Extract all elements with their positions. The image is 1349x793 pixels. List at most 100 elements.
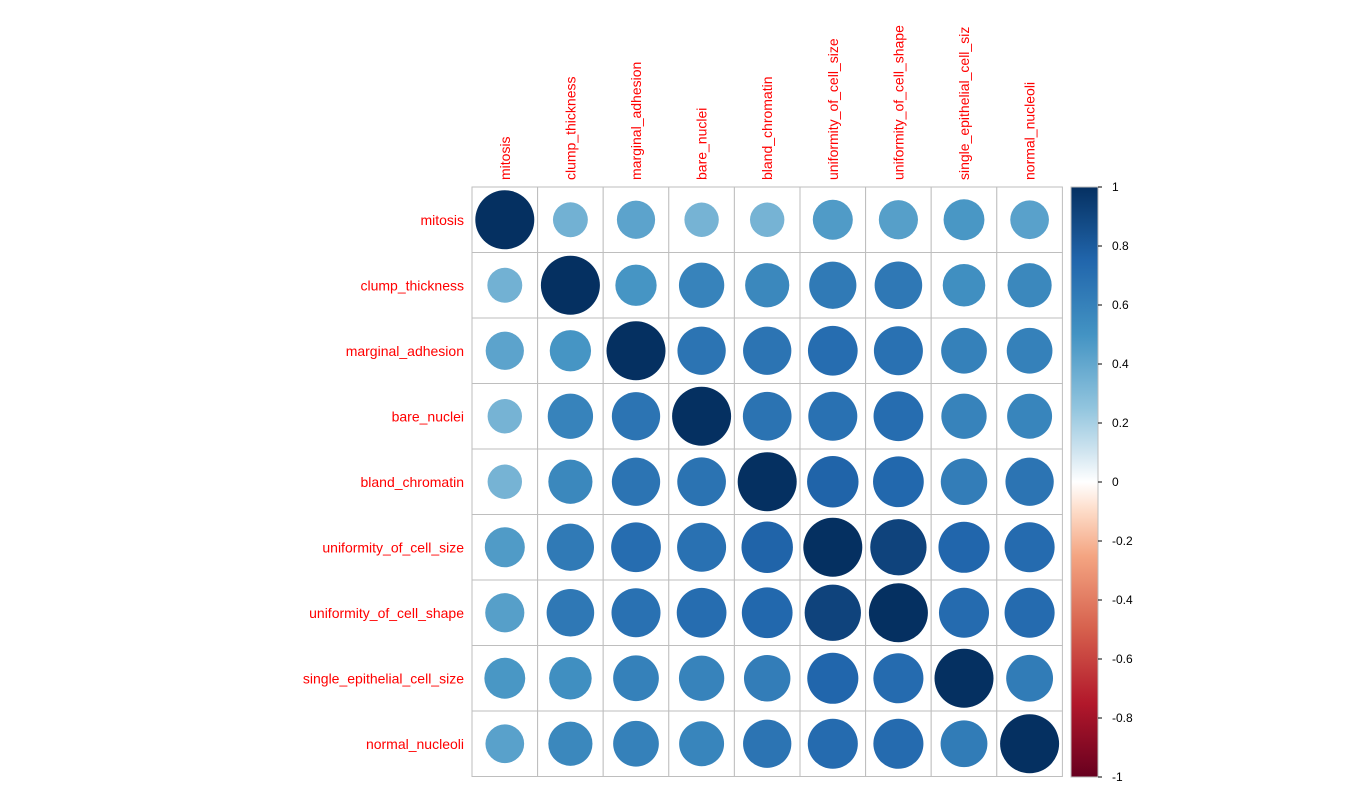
legend-tick-label: 1: [1112, 180, 1119, 194]
corr-circle-single_epithelial_cell_size-single_epithelial_cell_size: [934, 648, 994, 708]
circle-layer: [475, 190, 1060, 774]
corr-circle-uniformity_of_cell_size-single_epithelial_cell_size: [938, 521, 990, 573]
corr-circle-mitosis-bare_nuclei: [684, 202, 719, 237]
corr-circle-clump_thickness-bland_chromatin: [745, 263, 790, 308]
color-bar: [1070, 186, 1099, 778]
corr-circle-bland_chromatin-normal_nucleoli: [1005, 457, 1054, 506]
corr-circle-bland_chromatin-uniformity_of_cell_size: [807, 456, 859, 508]
corr-circle-mitosis-uniformity_of_cell_size: [812, 199, 853, 240]
corr-circle-uniformity_of_cell_size-bare_nuclei: [677, 522, 727, 572]
corr-circle-uniformity_of_cell_size-marginal_adhesion: [611, 522, 661, 573]
col-label-mitosis: mitosis: [497, 136, 513, 180]
corr-circle-bare_nuclei-bare_nuclei: [672, 386, 732, 446]
corr-circle-bare_nuclei-marginal_adhesion: [611, 392, 661, 441]
corr-circle-uniformity_of_cell_size-normal_nucleoli: [1004, 522, 1055, 573]
corr-circle-uniformity_of_cell_shape-uniformity_of_cell_size: [804, 584, 861, 641]
col-label-uniformity_of_cell_size: uniformity_of_cell_size: [825, 38, 841, 180]
corr-circle-uniformity_of_cell_shape-bland_chromatin: [741, 587, 793, 639]
row-label-bland_chromatin: bland_chromatin: [360, 474, 464, 490]
corr-circle-bare_nuclei-mitosis: [487, 399, 523, 434]
corr-circle-mitosis-single_epithelial_cell_size: [943, 199, 985, 241]
corr-circle-uniformity_of_cell_shape-marginal_adhesion: [611, 588, 661, 638]
row-label-mitosis: mitosis: [420, 212, 464, 228]
corr-circle-single_epithelial_cell_size-uniformity_of_cell_shape: [873, 653, 924, 704]
legend-tick-label: -0.8: [1112, 711, 1133, 725]
legend-tick-label: 0.8: [1112, 239, 1129, 253]
corr-circle-uniformity_of_cell_shape-bare_nuclei: [676, 587, 727, 638]
corr-circle-uniformity_of_cell_shape-single_epithelial_cell_size: [938, 587, 990, 638]
corr-circle-bland_chromatin-single_epithelial_cell_size: [940, 458, 988, 505]
corr-circle-mitosis-clump_thickness: [552, 202, 588, 238]
legend-tick-label: -0.6: [1112, 652, 1133, 666]
row-label-clump_thickness: clump_thickness: [361, 277, 465, 293]
col-label-clump_thickness: clump_thickness: [562, 77, 578, 181]
corr-circle-normal_nucleoli-single_epithelial_cell_size: [940, 720, 988, 768]
corr-circle-bland_chromatin-marginal_adhesion: [611, 457, 661, 506]
legend-tick-label: -0.2: [1112, 534, 1133, 548]
corr-circle-clump_thickness-marginal_adhesion: [615, 264, 657, 306]
corr-circle-bland_chromatin-mitosis: [487, 464, 523, 499]
corr-circle-marginal_adhesion-mitosis: [485, 331, 524, 370]
corr-circle-marginal_adhesion-uniformity_of_cell_size: [807, 325, 858, 376]
corr-circle-bland_chromatin-uniformity_of_cell_shape: [873, 456, 924, 508]
corr-circle-marginal_adhesion-uniformity_of_cell_shape: [873, 326, 923, 376]
corr-circle-single_epithelial_cell_size-bland_chromatin: [743, 655, 791, 702]
corr-circle-normal_nucleoli-normal_nucleoli: [1000, 714, 1060, 774]
corr-circle-uniformity_of_cell_shape-clump_thickness: [546, 588, 595, 637]
row-label-uniformity_of_cell_shape: uniformity_of_cell_shape: [309, 605, 464, 621]
corr-circle-mitosis-uniformity_of_cell_shape: [878, 200, 918, 240]
corr-circle-clump_thickness-uniformity_of_cell_size: [809, 261, 857, 309]
corr-circle-bare_nuclei-uniformity_of_cell_size: [808, 391, 858, 441]
corr-circle-single_epithelial_cell_size-bare_nuclei: [678, 655, 725, 701]
col-label-marginal_adhesion: marginal_adhesion: [628, 62, 644, 180]
corr-circle-single_epithelial_cell_size-clump_thickness: [549, 656, 592, 700]
corr-circle-bare_nuclei-single_epithelial_cell_size: [941, 393, 987, 439]
row-label-uniformity_of_cell_size: uniformity_of_cell_size: [322, 539, 464, 555]
corr-circle-normal_nucleoli-uniformity_of_cell_shape: [873, 718, 924, 769]
corr-circle-normal_nucleoli-marginal_adhesion: [613, 720, 659, 767]
legend-tick-label: -0.4: [1112, 593, 1133, 607]
corr-circle-clump_thickness-normal_nucleoli: [1007, 263, 1052, 308]
corr-circle-normal_nucleoli-uniformity_of_cell_size: [807, 718, 858, 769]
corr-circle-marginal_adhesion-bare_nuclei: [677, 326, 726, 375]
legend-tick-label: -1: [1112, 770, 1123, 784]
corr-circle-bare_nuclei-normal_nucleoli: [1007, 393, 1053, 439]
row-label-bare_nuclei: bare_nuclei: [392, 408, 464, 424]
corr-circle-uniformity_of_cell_size-uniformity_of_cell_size: [803, 517, 863, 577]
col-label-bare_nuclei: bare_nuclei: [694, 108, 710, 180]
corr-circle-marginal_adhesion-single_epithelial_cell_size: [941, 327, 987, 374]
corr-circle-clump_thickness-clump_thickness: [540, 255, 600, 315]
corr-circle-clump_thickness-single_epithelial_cell_size: [942, 263, 986, 307]
corr-circle-uniformity_of_cell_shape-uniformity_of_cell_shape: [868, 583, 928, 643]
corr-circle-clump_thickness-uniformity_of_cell_shape: [874, 261, 923, 310]
corr-circle-uniformity_of_cell_size-bland_chromatin: [741, 521, 793, 573]
corr-circle-single_epithelial_cell_size-marginal_adhesion: [613, 655, 659, 702]
legend-tick-label: 0.4: [1112, 357, 1129, 371]
row-label-normal_nucleoli: normal_nucleoli: [366, 736, 464, 752]
corr-circle-bland_chromatin-clump_thickness: [548, 459, 593, 504]
corr-circle-normal_nucleoli-clump_thickness: [548, 721, 593, 766]
corr-circle-uniformity_of_cell_shape-normal_nucleoli: [1004, 587, 1055, 638]
corr-circle-mitosis-marginal_adhesion: [616, 200, 656, 239]
corr-circle-clump_thickness-mitosis: [487, 267, 523, 303]
corr-circle-mitosis-normal_nucleoli: [1010, 200, 1049, 240]
corr-circle-mitosis-bland_chromatin: [749, 202, 785, 237]
row-labels: mitosis clump_thickness marginal_adhesionb…: [303, 212, 464, 752]
col-label-uniformity_of_cell_shape: uniformity_of_cell_shape: [890, 25, 906, 180]
corr-circle-uniformity_of_cell_size-uniformity_of_cell_shape: [870, 519, 927, 576]
corr-circle-bare_nuclei-clump_thickness: [547, 393, 594, 439]
color-legend: 1 0.8 0.6 0.4 0.2 0 -0.2 -0.4 -0.6 -0.8 -1: [1070, 180, 1133, 784]
corr-circle-bland_chromatin-bland_chromatin: [737, 452, 797, 512]
corr-circle-bare_nuclei-uniformity_of_cell_shape: [873, 391, 924, 442]
corr-circle-clump_thickness-bare_nuclei: [678, 262, 725, 308]
corr-circle-normal_nucleoli-bland_chromatin: [743, 719, 792, 768]
corr-circle-normal_nucleoli-mitosis: [485, 724, 525, 764]
legend-tick-label: 0: [1112, 475, 1119, 489]
corr-circle-single_epithelial_cell_size-uniformity_of_cell_size: [807, 652, 859, 704]
grid-cell: [930, 186, 998, 253]
corr-circle-marginal_adhesion-clump_thickness: [549, 330, 592, 372]
corr-circle-uniformity_of_cell_shape-mitosis: [485, 593, 525, 633]
corr-circle-marginal_adhesion-bland_chromatin: [743, 326, 792, 375]
legend-tick-label: 0.2: [1112, 416, 1129, 430]
